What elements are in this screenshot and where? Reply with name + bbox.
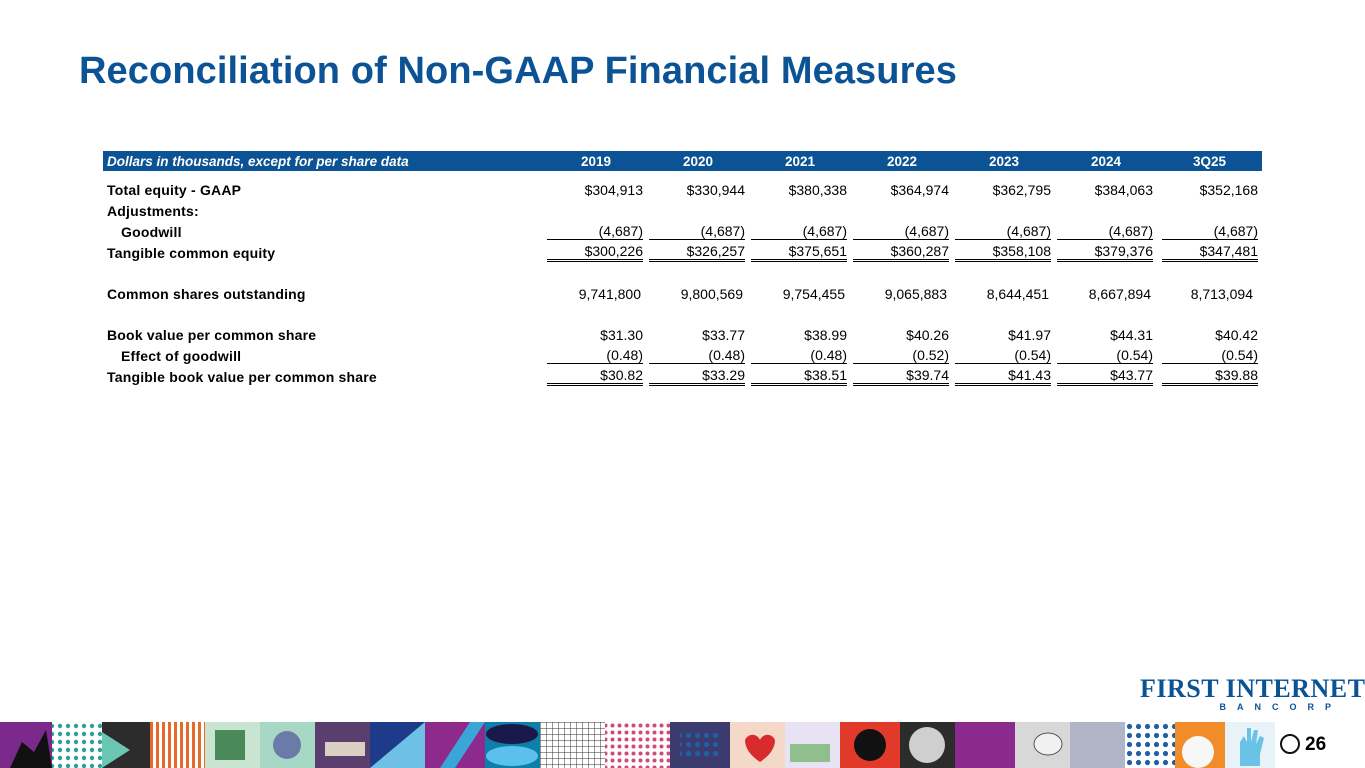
table-cell: 9,741,800 xyxy=(578,285,641,302)
table-cell: 9,754,455 xyxy=(782,285,845,302)
column-header: 3Q25 xyxy=(1157,151,1262,171)
column-header: 2021 xyxy=(749,151,851,171)
company-logo: FIRST INTERNET BANCORP xyxy=(1140,674,1365,714)
row-label: Tangible book value per common share xyxy=(107,368,377,385)
table-cell: (4,687) xyxy=(1162,223,1258,240)
table-cell: (0.54) xyxy=(955,347,1051,364)
table-cell: $41.43 xyxy=(955,367,1051,386)
table-cell: (0.48) xyxy=(547,347,643,364)
table-cell: (4,687) xyxy=(751,223,847,240)
row-label: Effect of goodwill xyxy=(121,347,242,364)
column-header: 2019 xyxy=(545,151,647,171)
table-cell: $43.77 xyxy=(1057,367,1153,386)
table-cell: $304,913 xyxy=(584,181,643,198)
table-cell: (0.54) xyxy=(1057,347,1153,364)
table-cell: (4,687) xyxy=(547,223,643,240)
table-cell: $347,481 xyxy=(1162,243,1258,262)
logo-wordmark: FIRST INTERNET xyxy=(1140,674,1365,703)
table-cell: (4,687) xyxy=(649,223,745,240)
table-cell: $30.82 xyxy=(547,367,643,386)
table-cell: $360,287 xyxy=(853,243,949,262)
table-row: Effect of goodwill (0.48) (0.48) (0.48) … xyxy=(103,345,1262,366)
table-cell: $352,168 xyxy=(1199,181,1258,198)
page-title: Reconciliation of Non-GAAP Financial Mea… xyxy=(79,50,957,92)
decorative-image-strip xyxy=(0,722,1365,768)
table-cell: (0.48) xyxy=(751,347,847,364)
table-cell: $330,944 xyxy=(686,181,745,198)
logo-subtitle: BANCORP xyxy=(1219,702,1342,712)
table-cell: 9,065,883 xyxy=(884,285,947,302)
table-cell: $362,795 xyxy=(992,181,1051,198)
row-label: Adjustments: xyxy=(107,202,199,219)
table-cell: 8,667,894 xyxy=(1088,285,1151,302)
table-row: Goodwill (4,687) (4,687) (4,687) (4,687)… xyxy=(103,221,1262,242)
page-number: 26 xyxy=(1305,734,1327,755)
table-cell: $40.26 xyxy=(906,326,949,343)
table-cell: $39.74 xyxy=(853,367,949,386)
table-cell: 8,713,094 xyxy=(1190,285,1253,302)
table-row: Common shares outstanding 9,741,800 9,80… xyxy=(103,283,1262,304)
column-header: 2024 xyxy=(1055,151,1157,171)
table-cell: 9,800,569 xyxy=(680,285,743,302)
table-cell: $31.30 xyxy=(600,326,643,343)
table-cell: 8,644,451 xyxy=(986,285,1049,302)
table-cell: $364,974 xyxy=(890,181,949,198)
column-header: 2022 xyxy=(851,151,953,171)
table-cell: $39.88 xyxy=(1162,367,1258,386)
column-header: 2020 xyxy=(647,151,749,171)
table-row: Tangible common equity $300,226 $326,257… xyxy=(103,242,1262,263)
table-cell: $358,108 xyxy=(955,243,1051,262)
table-cell: $326,257 xyxy=(649,243,745,262)
table-cell: (4,687) xyxy=(1057,223,1153,240)
table-cell: (4,687) xyxy=(955,223,1051,240)
table-row: Tangible book value per common share $30… xyxy=(103,366,1262,387)
row-label: Total equity - GAAP xyxy=(107,181,242,198)
table-row: Adjustments: xyxy=(103,200,1262,221)
decorative-collage xyxy=(0,722,1365,768)
header-label: Dollars in thousands, except for per sha… xyxy=(103,151,545,171)
table-cell: $44.31 xyxy=(1110,326,1153,343)
table-cell: $300,226 xyxy=(547,243,643,262)
table-cell: $33.29 xyxy=(649,367,745,386)
table-cell: $40.42 xyxy=(1215,326,1258,343)
table-row: Total equity - GAAP $304,913 $330,944 $3… xyxy=(103,171,1262,200)
table-cell: $38.99 xyxy=(804,326,847,343)
table-cell: $375,651 xyxy=(751,243,847,262)
column-header: 2023 xyxy=(953,151,1055,171)
row-label: Common shares outstanding xyxy=(107,285,306,302)
table-cell: $384,063 xyxy=(1094,181,1153,198)
table-cell: (0.52) xyxy=(853,347,949,364)
row-label: Goodwill xyxy=(121,223,182,240)
table-cell: (0.54) xyxy=(1162,347,1258,364)
row-label: Tangible common equity xyxy=(107,244,276,261)
table-cell: (0.48) xyxy=(649,347,745,364)
table-row: Book value per common share $31.30 $33.7… xyxy=(103,324,1262,345)
non-gaap-reconciliation-table: Dollars in thousands, except for per sha… xyxy=(103,151,1262,387)
table-cell: (4,687) xyxy=(853,223,949,240)
table-cell: $379,376 xyxy=(1057,243,1153,262)
table-cell: $33.77 xyxy=(702,326,745,343)
table-header-row: Dollars in thousands, except for per sha… xyxy=(103,151,1262,171)
table-cell: $38.51 xyxy=(751,367,847,386)
table-cell: $41.97 xyxy=(1008,326,1051,343)
row-label: Book value per common share xyxy=(107,326,317,343)
table-cell: $380,338 xyxy=(788,181,847,198)
